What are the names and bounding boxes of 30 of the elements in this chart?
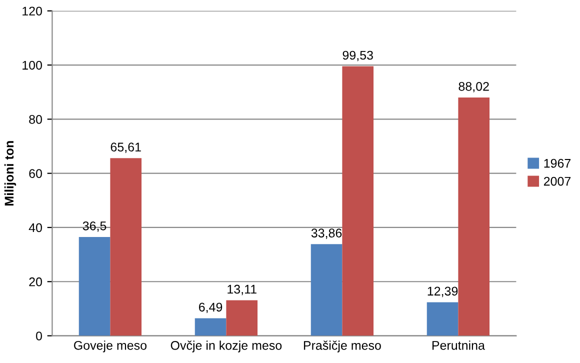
data-label: 88,02 [458,82,489,92]
legend-label: 2007 [544,176,571,186]
x-tick-label: Ovčje in kozje meso [170,340,282,352]
data-label: 6,49 [199,302,222,314]
bar [310,244,342,336]
bar [342,66,374,336]
y-tick-label: 120 [22,6,42,16]
bar [426,302,458,336]
y-tick-label: 60 [29,169,42,178]
bar [110,158,142,336]
bar [78,236,110,336]
data-label: 12,39 [428,286,458,298]
y-tick-label: 100 [22,60,42,70]
y-tick-label: 0 [36,332,42,340]
y-tick-label: 80 [29,114,42,124]
y-tick-label: 40 [28,223,42,232]
y-tick-label: 20 [29,277,42,286]
data-label: 36,5 [82,221,106,232]
data-label: 33,86 [311,228,342,239]
data-label: 65,61 [110,142,141,153]
bar [458,97,490,336]
x-tick-label: Prašičje meso [304,340,381,352]
x-tick-label: Perutnina [432,340,485,350]
bar [194,318,226,336]
bar [226,300,258,336]
data-label: 13,11 [228,284,256,296]
legend-label: 1967 [544,158,571,168]
x-tick-label: Goveje meso [74,340,146,352]
y-axis-title: Milijoni ton [4,141,16,206]
data-label: 99,53 [342,50,373,62]
